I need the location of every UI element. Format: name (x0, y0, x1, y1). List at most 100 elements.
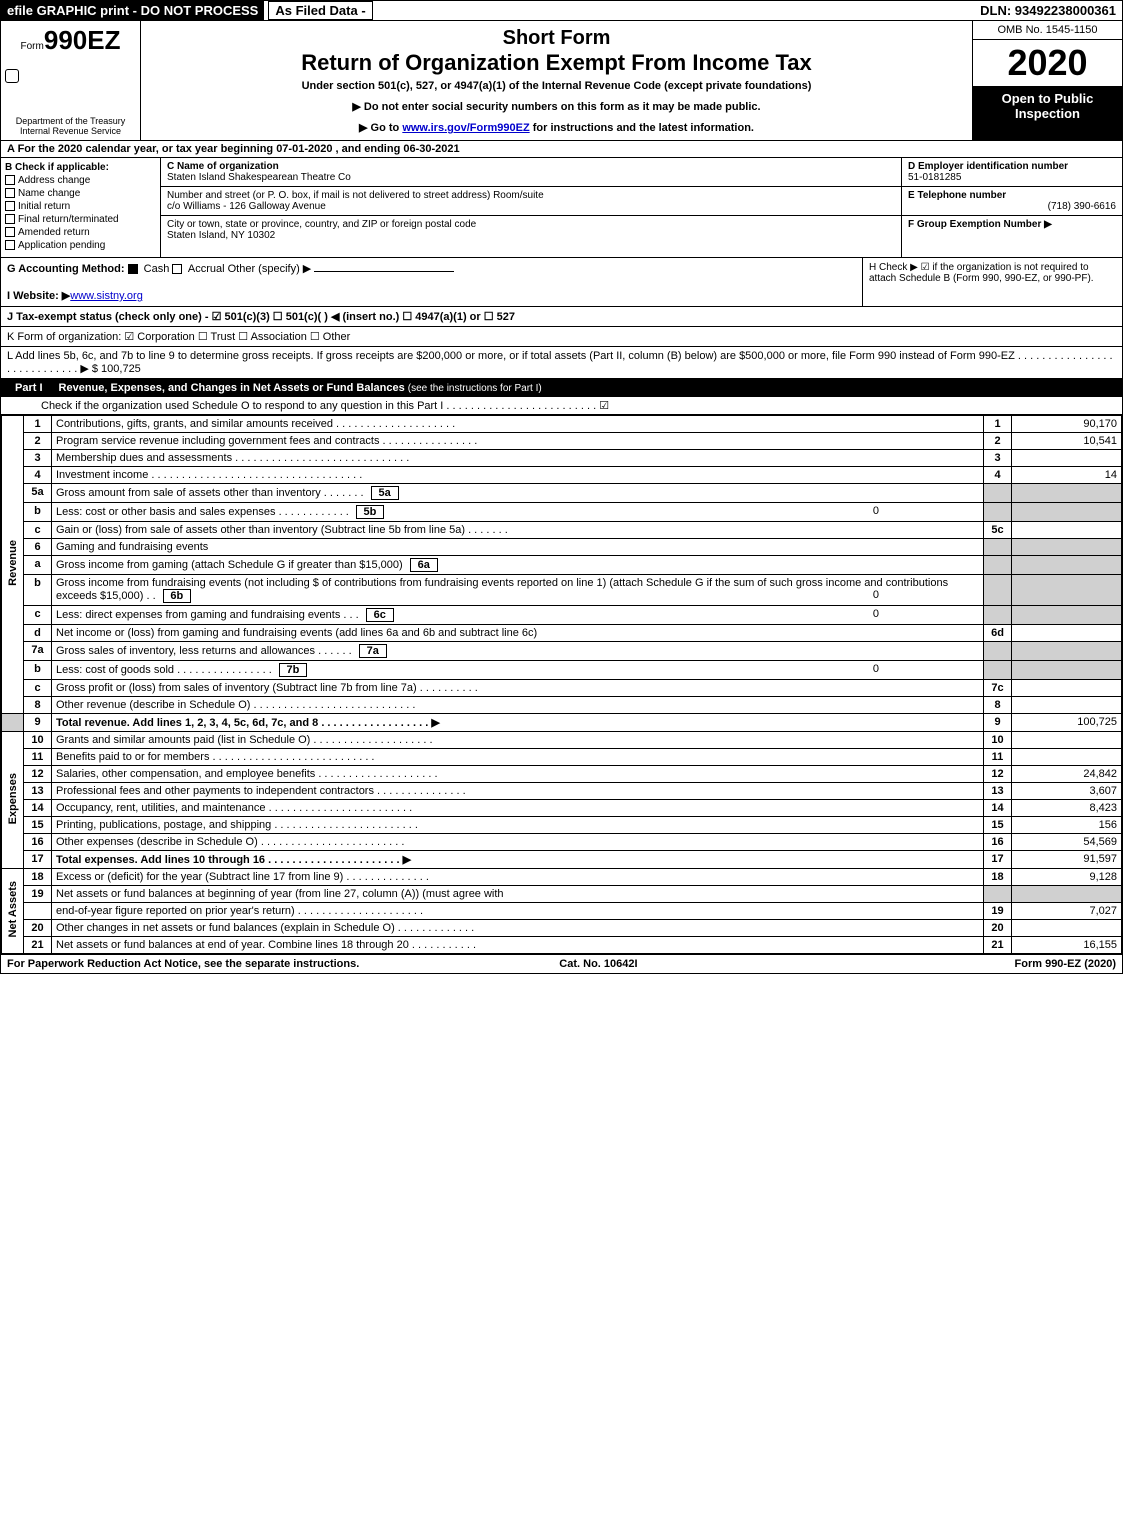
section-def: D Employer identification number 51-0181… (902, 158, 1122, 257)
dln-label: DLN: 93492238000361 (980, 3, 1122, 18)
line-15: 15Printing, publications, postage, and s… (2, 817, 1122, 834)
e-label: E Telephone number (908, 190, 1116, 201)
line-6b: bGross income from fundraising events (n… (2, 575, 1122, 606)
section-b: B Check if applicable: Address change Na… (1, 158, 161, 257)
g-other: Other (specify) ▶ (228, 263, 312, 275)
part-i-title: Revenue, Expenses, and Changes in Net As… (59, 382, 542, 394)
e-telephone: E Telephone number (718) 390-6616 (902, 187, 1122, 216)
row-gh: G Accounting Method: Cash Accrual Other … (1, 258, 1122, 307)
instr-goto: ▶ Go to www.irs.gov/Form990EZ for instru… (151, 121, 962, 134)
line-11: 11Benefits paid to or for members . . . … (2, 749, 1122, 766)
header-left: Form990EZ Department of the Treasury Int… (1, 21, 141, 140)
j-text: J Tax-exempt status (check only one) - ☑… (7, 311, 515, 323)
line-9: 9Total revenue. Add lines 1, 2, 3, 4, 5c… (2, 714, 1122, 732)
form-prefix: Form (21, 41, 44, 52)
c-city-value: Staten Island, NY 10302 (167, 230, 895, 241)
cb-accrual[interactable] (172, 264, 182, 274)
irs-link[interactable]: www.irs.gov/Form990EZ (402, 122, 529, 134)
lines-table: Revenue 1 Contributions, gifts, grants, … (1, 415, 1122, 954)
line-16: 16Other expenses (describe in Schedule O… (2, 834, 1122, 851)
c-city-label: City or town, state or province, country… (167, 219, 895, 230)
short-form-title: Short Form (151, 27, 962, 50)
cb-application-pending[interactable]: Application pending (5, 240, 156, 251)
part-i-check: Check if the organization used Schedule … (1, 397, 1122, 415)
h-schedule-b: H Check ▶ ☑ if the organization is not r… (862, 258, 1122, 306)
cb-initial-return[interactable]: Initial return (5, 201, 156, 212)
footer-catno: Cat. No. 10642I (559, 958, 637, 970)
d-ein: D Employer identification number 51-0181… (902, 158, 1122, 187)
i-label: I Website: ▶ (7, 290, 70, 302)
f-label: F Group Exemption Number ▶ (908, 219, 1052, 230)
revenue-side-label: Revenue (7, 540, 19, 586)
line-6: 6Gaming and fundraising events (2, 539, 1122, 556)
c-addr-label: Number and street (or P. O. box, if mail… (167, 190, 895, 201)
line-7c: cGross profit or (loss) from sales of in… (2, 680, 1122, 697)
line-20: 20Other changes in net assets or fund ba… (2, 920, 1122, 937)
as-filed-label: As Filed Data - (268, 1, 372, 20)
row-l-gross-receipts: L Add lines 5b, 6c, and 7b to line 9 to … (1, 347, 1122, 379)
line-13: 13Professional fees and other payments t… (2, 783, 1122, 800)
help-icon[interactable] (5, 69, 19, 83)
c-addr-value: c/o Williams - 126 Galloway Avenue (167, 201, 895, 212)
netassets-side-label: Net Assets (7, 881, 19, 937)
cb-cash[interactable] (128, 264, 138, 274)
line-14: 14Occupancy, rent, utilities, and mainte… (2, 800, 1122, 817)
c-city: City or town, state or province, country… (161, 216, 901, 244)
footer-paperwork: For Paperwork Reduction Act Notice, see … (7, 958, 359, 970)
cb-name-change[interactable]: Name change (5, 188, 156, 199)
line-19a: 19Net assets or fund balances at beginni… (2, 886, 1122, 903)
line-3: 3Membership dues and assessments . . . .… (2, 450, 1122, 467)
open-public-badge: Open to Public Inspection (973, 87, 1122, 140)
header-right: OMB No. 1545-1150 2020 Open to Public In… (972, 21, 1122, 140)
dept-label: Department of the Treasury (5, 116, 136, 126)
irs-label: Internal Revenue Service (5, 126, 136, 136)
b-label: B Check if applicable: (5, 162, 156, 173)
line-4: 4Investment income . . . . . . . . . . .… (2, 467, 1122, 484)
row-j-taxexempt: J Tax-exempt status (check only one) - ☑… (1, 307, 1122, 327)
footer-formno: Form 990-EZ (2020) (1015, 958, 1116, 970)
amt-1: 90,170 (1012, 416, 1122, 433)
part-i-header: Part I Revenue, Expenses, and Changes in… (1, 379, 1122, 397)
f-group-exemption: F Group Exemption Number ▶ (902, 216, 1122, 233)
omb-number: OMB No. 1545-1150 (973, 21, 1122, 40)
tax-year: 2020 (973, 40, 1122, 87)
section-bcdef: B Check if applicable: Address change Na… (1, 158, 1122, 258)
line-6c: cLess: direct expenses from gaming and f… (2, 606, 1122, 625)
d-label: D Employer identification number (908, 161, 1116, 172)
goto-suffix: for instructions and the latest informat… (530, 122, 754, 134)
dept-treasury: Department of the Treasury Internal Reve… (5, 116, 136, 136)
expenses-side-label: Expenses (7, 773, 19, 824)
line-17: 17Total expenses. Add lines 10 through 1… (2, 851, 1122, 869)
cb-address-change[interactable]: Address change (5, 175, 156, 186)
return-title: Return of Organization Exempt From Incom… (151, 50, 962, 76)
line-1: Revenue 1 Contributions, gifts, grants, … (2, 416, 1122, 433)
goto-prefix: ▶ Go to (359, 122, 402, 134)
form-number: 990EZ (44, 25, 121, 55)
efile-banner: efile GRAPHIC print - DO NOT PROCESS (1, 1, 264, 20)
header-middle: Short Form Return of Organization Exempt… (141, 21, 972, 140)
g-other-line[interactable] (314, 271, 454, 272)
line-6d: dNet income or (loss) from gaming and fu… (2, 625, 1122, 642)
line-5b: bLess: cost or other basis and sales exp… (2, 503, 1122, 522)
line-7b: bLess: cost of goods sold . . . . . . . … (2, 661, 1122, 680)
form-990ez-document: efile GRAPHIC print - DO NOT PROCESS As … (0, 0, 1123, 974)
line-6a: aGross income from gaming (attach Schedu… (2, 556, 1122, 575)
cb-amended-return[interactable]: Amended return (5, 227, 156, 238)
c-name-value: Staten Island Shakespearean Theatre Co (167, 172, 895, 183)
instr-ssn: ▶ Do not enter social security numbers o… (151, 100, 962, 113)
line-21: 21Net assets or fund balances at end of … (2, 937, 1122, 954)
c-name: C Name of organization Staten Island Sha… (161, 158, 901, 187)
line-19b: end-of-year figure reported on prior yea… (2, 903, 1122, 920)
line-12: 12Salaries, other compensation, and empl… (2, 766, 1122, 783)
line-5a: 5aGross amount from sale of assets other… (2, 484, 1122, 503)
under-section-text: Under section 501(c), 527, or 4947(a)(1)… (151, 80, 962, 92)
g-label: G Accounting Method: (7, 263, 125, 275)
website-link[interactable]: www.sistny.org (70, 290, 143, 302)
line-5c: cGain or (loss) from sale of assets othe… (2, 522, 1122, 539)
line-2: 2Program service revenue including gover… (2, 433, 1122, 450)
top-bar: efile GRAPHIC print - DO NOT PROCESS As … (1, 1, 1122, 21)
row-k-form-org: K Form of organization: ☑ Corporation ☐ … (1, 327, 1122, 347)
cb-final-return[interactable]: Final return/terminated (5, 214, 156, 225)
form-header: Form990EZ Department of the Treasury Int… (1, 21, 1122, 141)
g-accounting: G Accounting Method: Cash Accrual Other … (1, 258, 862, 306)
